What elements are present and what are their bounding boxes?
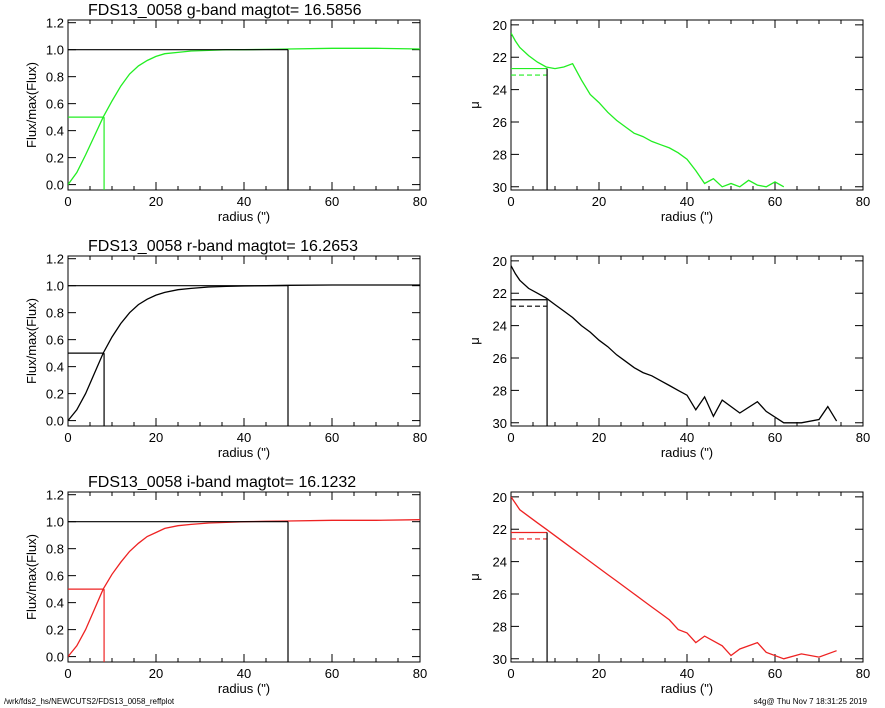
- data-series-line: [511, 496, 837, 660]
- y-axis-label: μ: [467, 337, 482, 345]
- y-tick-label: 0.2: [46, 623, 64, 638]
- footer-file-path: /wrk/fds2_hs/NEWCUTS2/FDS13_0058_reffplo…: [4, 697, 175, 706]
- y-tick-label: 1.2: [46, 16, 64, 31]
- x-tick-label: 20: [592, 666, 606, 681]
- y-tick-label: 0.4: [46, 124, 64, 139]
- x-tick-label: 40: [237, 430, 251, 445]
- x-tick-label: 80: [856, 666, 870, 681]
- y-tick-label: 30: [493, 180, 507, 195]
- panel-title: FDS13_0058 r-band magtot= 16.2653: [88, 238, 358, 255]
- x-axis-label: radius ("): [661, 209, 713, 224]
- x-tick-label: 60: [768, 666, 782, 681]
- x-tick-label: 80: [856, 194, 870, 209]
- data-series-line: [68, 47, 420, 185]
- y-tick-label: 1.0: [46, 515, 64, 530]
- panel-title: FDS13_0058 i-band magtot= 16.1232: [88, 474, 356, 491]
- y-tick-label: 30: [493, 416, 507, 431]
- y-tick-label: 0.6: [46, 569, 64, 584]
- y-tick-label: 0.4: [46, 596, 64, 611]
- plot-frame-0: [67, 19, 421, 191]
- x-axis-label: radius ("): [661, 681, 713, 696]
- y-tick-label: 0.2: [46, 387, 64, 402]
- plot-frame-3: [510, 255, 864, 427]
- y-tick-label: 0.6: [46, 333, 64, 348]
- y-tick-label: 0.6: [46, 97, 64, 112]
- y-tick-label: 26: [493, 351, 507, 366]
- y-tick-label: 22: [493, 50, 507, 65]
- y-axis-label: μ: [467, 573, 482, 581]
- y-tick-label: 1.0: [46, 279, 64, 294]
- x-tick-label: 20: [149, 430, 163, 445]
- data-series-line: [511, 265, 838, 424]
- x-tick-label: 20: [592, 430, 606, 445]
- y-tick-label: 0.8: [46, 542, 64, 557]
- x-tick-label: 0: [64, 430, 71, 445]
- plot-frame-5: [510, 491, 864, 663]
- x-tick-label: 20: [149, 194, 163, 209]
- y-tick-label: 1.0: [46, 43, 64, 58]
- y-tick-label: 26: [493, 115, 507, 130]
- x-tick-label: 80: [856, 430, 870, 445]
- plot-frame-1: [510, 19, 864, 191]
- y-axis-label: Flux/max(Flux): [24, 534, 39, 620]
- x-axis-label: radius ("): [218, 681, 270, 696]
- x-axis-label: radius ("): [218, 445, 270, 460]
- x-tick-label: 60: [325, 666, 339, 681]
- y-tick-label: 0.8: [46, 70, 64, 85]
- x-tick-label: 40: [237, 666, 251, 681]
- y-tick-label: 0.0: [46, 650, 64, 665]
- y-tick-label: 0.2: [46, 151, 64, 166]
- x-tick-label: 0: [64, 666, 71, 681]
- y-tick-label: 0.8: [46, 306, 64, 321]
- y-axis-label: Flux/max(Flux): [24, 62, 39, 148]
- y-tick-label: 28: [493, 619, 507, 634]
- y-axis-label: Flux/max(Flux): [24, 298, 39, 384]
- x-tick-label: 20: [149, 666, 163, 681]
- x-tick-label: 0: [507, 430, 514, 445]
- x-tick-label: 60: [325, 194, 339, 209]
- y-tick-label: 24: [493, 319, 507, 334]
- y-tick-label: 22: [493, 522, 507, 537]
- x-tick-label: 0: [64, 194, 71, 209]
- data-series-line: [68, 519, 420, 658]
- y-tick-label: 22: [493, 286, 507, 301]
- y-tick-label: 1.2: [46, 252, 64, 267]
- x-axis-label: radius ("): [218, 209, 270, 224]
- y-tick-label: 1.2: [46, 488, 64, 503]
- y-tick-label: 0.4: [46, 360, 64, 375]
- x-tick-label: 60: [768, 430, 782, 445]
- y-tick-label: 30: [493, 652, 507, 667]
- y-tick-label: 28: [493, 383, 507, 398]
- y-tick-label: 20: [493, 254, 507, 269]
- x-tick-label: 20: [592, 194, 606, 209]
- footer-timestamp: s4g@ Thu Nov 7 18:31:25 2019: [753, 697, 867, 706]
- y-axis-label: μ: [467, 101, 482, 109]
- y-tick-label: 20: [493, 18, 507, 33]
- x-tick-label: 0: [507, 666, 514, 681]
- x-tick-label: 40: [680, 194, 694, 209]
- panel-title: FDS13_0058 g-band magtot= 16.5856: [88, 2, 362, 19]
- x-tick-label: 80: [413, 666, 427, 681]
- x-tick-label: 80: [413, 194, 427, 209]
- x-tick-label: 60: [325, 430, 339, 445]
- x-axis-label: radius ("): [661, 445, 713, 460]
- y-tick-label: 0.0: [46, 178, 64, 193]
- x-tick-label: 40: [237, 194, 251, 209]
- data-series-line: [511, 32, 785, 188]
- x-tick-label: 60: [768, 194, 782, 209]
- y-tick-label: 28: [493, 147, 507, 162]
- x-tick-label: 40: [680, 430, 694, 445]
- x-tick-label: 40: [680, 666, 694, 681]
- y-tick-label: 0.0: [46, 414, 64, 429]
- x-tick-label: 0: [507, 194, 514, 209]
- plot-frame-4: [67, 491, 421, 663]
- y-tick-label: 20: [493, 490, 507, 505]
- y-tick-label: 26: [493, 587, 507, 602]
- y-tick-label: 24: [493, 555, 507, 570]
- plot-frame-2: [67, 255, 421, 427]
- data-series-line: [68, 284, 420, 422]
- x-tick-label: 80: [413, 430, 427, 445]
- y-tick-label: 24: [493, 83, 507, 98]
